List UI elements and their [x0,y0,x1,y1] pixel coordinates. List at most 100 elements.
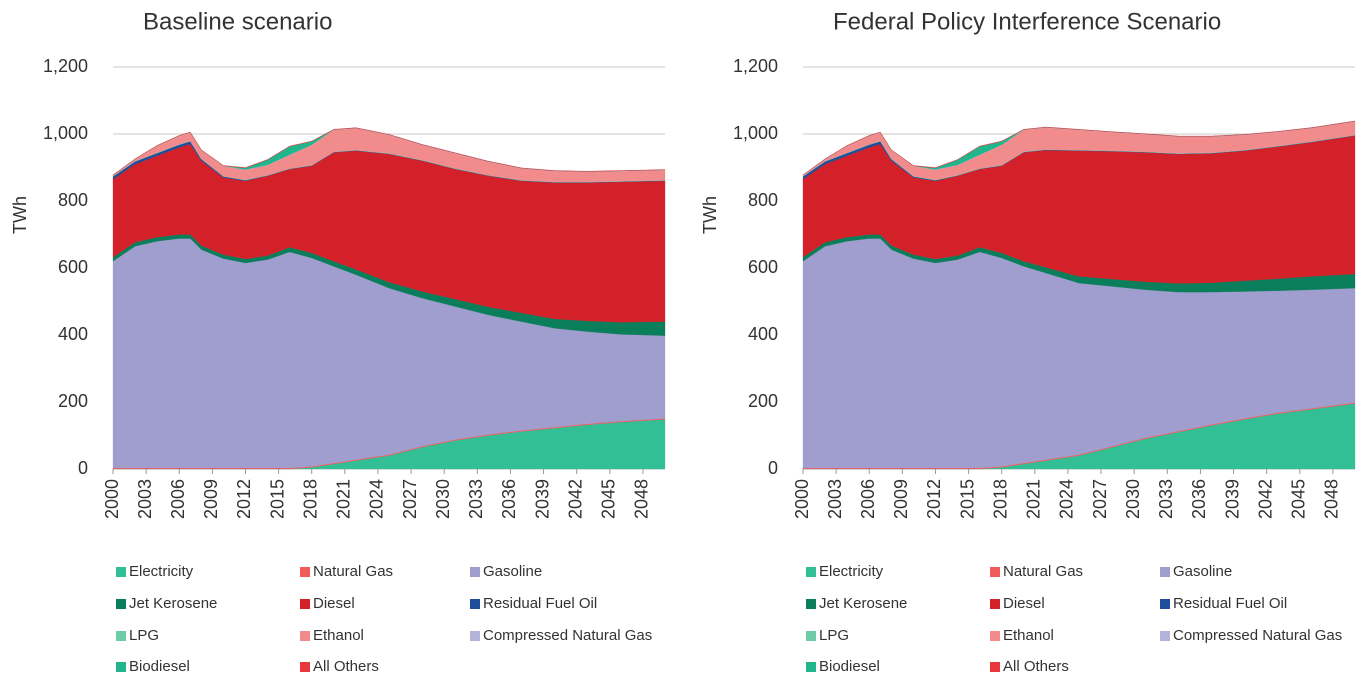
legend-label: Jet Kerosene [819,595,907,612]
y-tick-label: 200 [58,391,88,411]
legend-swatch [300,599,310,609]
x-tick-label: 2045 [1289,479,1309,519]
legend-label: Electricity [819,563,884,580]
y-tick-label: 400 [748,324,778,344]
y-tick-label: 400 [58,324,88,344]
x-tick-label: 2030 [433,479,453,519]
legend-label: Gasoline [483,563,542,580]
x-tick-label: 2048 [632,479,652,519]
x-tick-label: 2006 [858,479,878,519]
legend-swatch [300,662,310,672]
x-tick-label: 2048 [1322,479,1342,519]
x-tick-label: 2006 [168,479,188,519]
legend-swatch [116,662,126,672]
legend-swatch [116,631,126,641]
x-tick-label: 2000 [102,479,122,519]
x-tick-label: 2021 [1024,479,1044,519]
x-tick-label: 2036 [1189,479,1209,519]
legend-label: Residual Fuel Oil [483,595,597,612]
legend-label: All Others [1003,658,1069,675]
x-tick-label: 2000 [792,479,812,519]
area [112,127,666,176]
y-tick-label: 0 [78,458,88,478]
chart-title: Federal Policy Interference Scenario [833,8,1221,35]
legend-swatch [300,567,310,577]
x-tick-label: 2033 [1156,479,1176,519]
y-tick-label: 800 [58,190,88,210]
x-tick-label: 2036 [499,479,519,519]
legend-label: Ethanol [1003,627,1054,644]
x-tick-label: 2015 [267,479,287,519]
legend-label: All Others [313,658,379,675]
y-tick-label: 600 [58,257,88,277]
legend-swatch [116,567,126,577]
x-tick-label: 2009 [891,479,911,519]
x-tick-label: 2003 [135,479,155,519]
legend-swatch [990,631,1000,641]
x-tick-label: 2021 [334,479,354,519]
legend-swatch [116,599,126,609]
x-tick-label: 2027 [400,479,420,519]
x-tick-label: 2012 [234,479,254,519]
legend-label: Ethanol [313,627,364,644]
x-tick-label: 2003 [825,479,845,519]
legend-swatch [470,567,480,577]
legend-label: Biodiesel [819,658,880,675]
legend-label: Residual Fuel Oil [1173,595,1287,612]
legend-label: Gasoline [1173,563,1232,580]
legend-label: LPG [819,627,849,644]
legend-label: LPG [129,627,159,644]
legend-swatch [806,567,816,577]
legend-label: Diesel [1003,595,1045,612]
legend-label: Diesel [313,595,355,612]
x-tick-label: 2012 [924,479,944,519]
y-tick-label: 600 [748,257,778,277]
legend-swatch [806,662,816,672]
legend-label: Compressed Natural Gas [1173,627,1342,644]
y-tick-label: 1,000 [733,123,778,143]
y-tick-label: 1,200 [43,56,88,76]
legend-swatch [1160,567,1170,577]
legend-swatch [1160,631,1170,641]
x-tick-label: 2015 [957,479,977,519]
legend-swatch [990,567,1000,577]
x-tick-label: 2039 [532,479,552,519]
legend-swatch [806,631,816,641]
y-tick-label: 1,200 [733,56,778,76]
y-tick-label: 0 [768,458,778,478]
legend-swatch [470,631,480,641]
x-tick-label: 2033 [466,479,486,519]
x-tick-label: 2030 [1123,479,1143,519]
chart-title: Baseline scenario [143,8,332,35]
legend-label: Natural Gas [1003,563,1083,580]
x-tick-label: 2042 [565,479,585,519]
y-tick-label: 1,000 [43,123,88,143]
legend-label: Electricity [129,563,194,580]
legend-label: Compressed Natural Gas [483,627,652,644]
legend-swatch [990,599,1000,609]
legend-swatch [806,599,816,609]
x-tick-label: 2039 [1222,479,1242,519]
x-tick-label: 2042 [1255,479,1275,519]
legend-label: Natural Gas [313,563,393,580]
x-tick-label: 2018 [990,479,1010,519]
x-tick-label: 2009 [201,479,221,519]
y-tick-label: 200 [748,391,778,411]
y-tick-label: 800 [748,190,778,210]
x-tick-label: 2018 [300,479,320,519]
x-tick-label: 2027 [1090,479,1110,519]
x-tick-label: 2024 [367,479,387,519]
legend-swatch [470,599,480,609]
area [802,120,1356,176]
y-axis-label: TWh [10,196,30,234]
legend-label: Jet Kerosene [129,595,217,612]
legend-label: Biodiesel [129,658,190,675]
x-tick-label: 2045 [599,479,619,519]
legend-swatch [300,631,310,641]
x-tick-label: 2024 [1057,479,1077,519]
legend-swatch [1160,599,1170,609]
y-axis-label: TWh [700,196,720,234]
legend-swatch [990,662,1000,672]
